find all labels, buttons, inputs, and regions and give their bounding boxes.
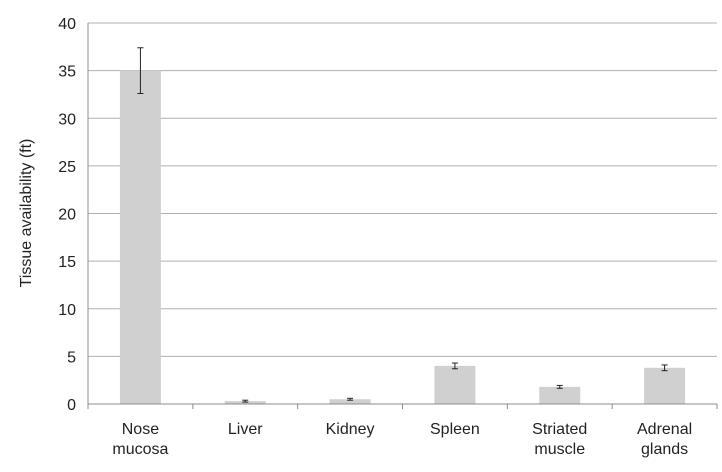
y-tick-label: 35: [58, 64, 76, 81]
x-category-label: muscle: [534, 441, 585, 458]
x-category-label: Kidney: [326, 421, 375, 438]
error-bar: [347, 397, 354, 401]
axes: [87, 23, 718, 409]
error-bars: [137, 47, 668, 403]
y-tick-label: 20: [58, 207, 76, 224]
x-category-labels: Nose mucosa Liver Kidney Spleen Striated muscl…: [112, 421, 692, 458]
bars: [119, 70, 686, 404]
y-tick-label: 10: [58, 302, 76, 319]
error-bar: [661, 364, 668, 372]
x-category-label: Adrenal: [637, 421, 692, 438]
bar: [119, 70, 161, 404]
x-category-label: glands: [641, 441, 688, 458]
error-bar: [556, 384, 563, 389]
y-tick-label: 30: [58, 111, 76, 128]
bar: [434, 365, 476, 404]
y-tick-label: 0: [67, 397, 76, 414]
error-bar: [242, 399, 249, 403]
y-axis-title: Tissue availability (ft): [18, 139, 35, 288]
x-category-label: Spleen: [430, 421, 480, 438]
y-tick-label: 15: [58, 254, 76, 271]
y-tick-labels: 0 5 10 15 20 25 30 35 40: [58, 16, 76, 414]
y-tick-label: 5: [67, 349, 76, 366]
error-bar: [451, 362, 458, 370]
gridlines: [88, 22, 717, 357]
bar: [329, 399, 371, 404]
y-tick-label: 25: [58, 159, 76, 176]
x-category-label: mucosa: [112, 441, 168, 458]
error-bar: [137, 47, 144, 94]
bar: [539, 386, 581, 404]
y-tick-label: 40: [58, 16, 76, 33]
x-category-label: Striated: [532, 421, 587, 438]
bar: [644, 367, 686, 404]
x-category-label: Liver: [228, 421, 263, 438]
x-category-label: Nose: [122, 421, 159, 438]
